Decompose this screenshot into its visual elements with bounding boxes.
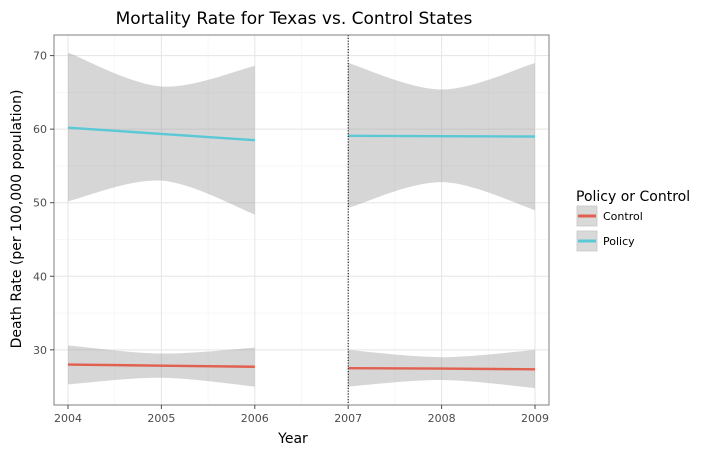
x-tick-label: 2008 <box>428 412 456 425</box>
trend-lines <box>67 126 535 371</box>
gridlines <box>54 35 549 405</box>
x-tick-label: 2007 <box>334 412 362 425</box>
chart-title: Mortality Rate for Texas vs. Control Sta… <box>116 9 473 29</box>
y-tick-label: 60 <box>33 123 47 136</box>
plot-border <box>53 34 550 406</box>
x-tick-label: 2009 <box>521 412 549 425</box>
control-trend-line <box>348 367 535 371</box>
policy-trend-line <box>348 134 535 138</box>
x-tick-label: 2004 <box>54 412 82 425</box>
x-tick-label: 2006 <box>241 412 269 425</box>
x-axis-title: Year <box>277 431 308 447</box>
y-tick-label: 40 <box>33 270 47 283</box>
legend-title: Policy or Control <box>576 189 690 205</box>
x-tick-label: 2005 <box>147 412 175 425</box>
y-axis-ticks: 30 40 50 60 70 <box>33 50 54 357</box>
control-trend-line <box>67 363 255 368</box>
policy-legend-label: Policy <box>603 235 635 248</box>
policy-trend-line <box>67 126 255 142</box>
y-tick-label: 30 <box>33 344 47 357</box>
legend: Policy or Control Control Policy <box>576 189 690 252</box>
y-tick-label: 70 <box>33 50 47 63</box>
control-legend-label: Control <box>603 210 643 223</box>
x-axis-ticks: 2004 2005 2006 2007 2008 2009 <box>54 405 549 425</box>
y-tick-label: 50 <box>33 197 47 210</box>
y-axis-title: Death Rate (per 100,000 population) <box>9 90 25 349</box>
